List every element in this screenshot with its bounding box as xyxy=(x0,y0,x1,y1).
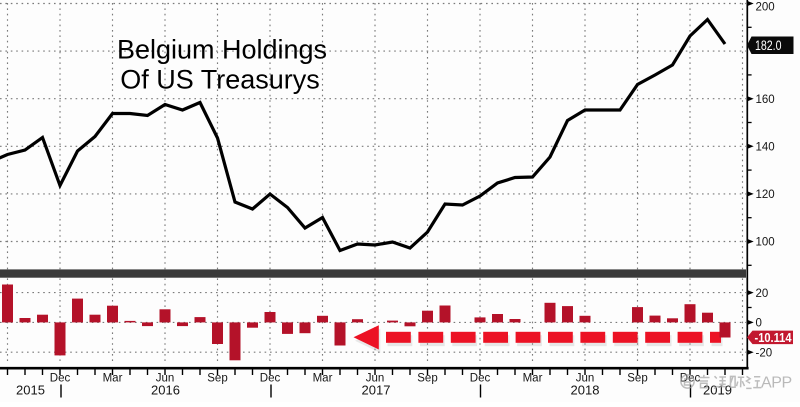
svg-text:120: 120 xyxy=(756,189,775,201)
svg-text:Sep: Sep xyxy=(417,373,437,385)
svg-text:182.0: 182.0 xyxy=(755,38,782,53)
svg-text:Sep: Sep xyxy=(207,373,227,385)
svg-text:Mar: Mar xyxy=(313,373,333,385)
svg-text:0: 0 xyxy=(756,318,762,330)
svg-text:-10.114: -10.114 xyxy=(755,330,793,345)
svg-text:Dec: Dec xyxy=(260,373,281,385)
svg-text:Jun: Jun xyxy=(156,373,175,385)
svg-text:100: 100 xyxy=(756,237,775,249)
svg-text:140: 140 xyxy=(756,142,775,154)
svg-text:160: 160 xyxy=(756,94,775,106)
svg-text:Of US Treasurys: Of US Treasurys xyxy=(120,65,320,95)
svg-text:Jun: Jun xyxy=(366,373,385,385)
svg-text:200: 200 xyxy=(756,1,775,13)
svg-text:Sep: Sep xyxy=(627,373,647,385)
svg-text:Jun: Jun xyxy=(576,373,595,385)
svg-text:Dec: Dec xyxy=(470,373,491,385)
svg-text:20: 20 xyxy=(756,288,769,300)
svg-text:APP: APP xyxy=(761,374,792,391)
svg-text:2015: 2015 xyxy=(16,383,45,398)
svg-text:2017: 2017 xyxy=(362,383,391,398)
svg-text:2016: 2016 xyxy=(151,383,180,398)
svg-text:Dec: Dec xyxy=(50,373,71,385)
svg-text:Mar: Mar xyxy=(103,373,123,385)
svg-text:Belgium Holdings: Belgium Holdings xyxy=(117,35,327,65)
svg-text:Mar: Mar xyxy=(523,373,543,385)
svg-text:2018: 2018 xyxy=(571,383,600,398)
svg-text:-20: -20 xyxy=(756,348,773,360)
